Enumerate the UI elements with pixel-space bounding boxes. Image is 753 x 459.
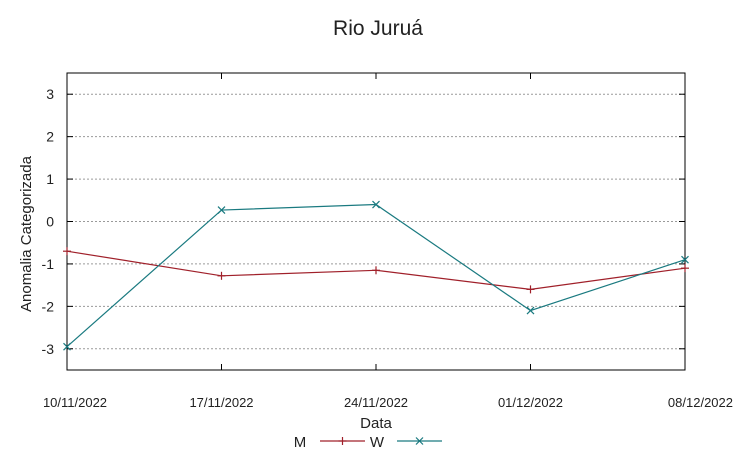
data-point-M	[63, 247, 71, 256]
data-point-M	[217, 271, 226, 280]
legend-label-W: W	[370, 434, 385, 451]
x-tick-label: 24/11/2022	[344, 395, 408, 410]
y-axis-ticks: 3 2 1 0 -1 -2 -3	[42, 86, 685, 357]
x-tick-label: 01/12/2022	[498, 395, 563, 410]
y-tick-label: -3	[42, 341, 55, 357]
series-layer	[63, 200, 689, 351]
y-tick-label: 2	[46, 129, 54, 145]
y-axis-label: Anomalia Categorizada	[18, 155, 35, 312]
x-tick-label: 17/11/2022	[189, 395, 253, 410]
data-point-M	[526, 285, 535, 294]
data-point-M	[681, 264, 689, 273]
data-point-M	[372, 266, 380, 275]
data-point-W	[526, 306, 535, 315]
x-tick-label: 08/12/2022	[668, 395, 733, 410]
grid-lines	[67, 93, 685, 350]
data-point-W	[63, 342, 71, 351]
data-point-W	[681, 255, 689, 264]
legend-marker-M	[338, 437, 347, 445]
data-point-W	[372, 200, 380, 209]
y-tick-label: -2	[42, 298, 55, 314]
y-tick-label: 0	[46, 214, 54, 230]
y-tick-label: -1	[42, 256, 55, 272]
series-line-W	[66, 203, 686, 348]
plot-frame	[66, 72, 686, 371]
x-axis-label: Data	[360, 415, 392, 432]
chart-title: Rio Juruá	[333, 17, 423, 40]
y-tick-label: 1	[46, 171, 54, 187]
legend-label-M: M	[294, 434, 307, 451]
y-tick-label: 3	[46, 86, 54, 102]
x-tick-label: 10/11/2022	[43, 395, 107, 410]
x-axis-ticks: 10/11/2022 17/11/2022 24/11/2022 01/12/2022…	[43, 73, 733, 410]
legend-marker-W	[415, 437, 424, 445]
data-point-W	[217, 206, 226, 214]
